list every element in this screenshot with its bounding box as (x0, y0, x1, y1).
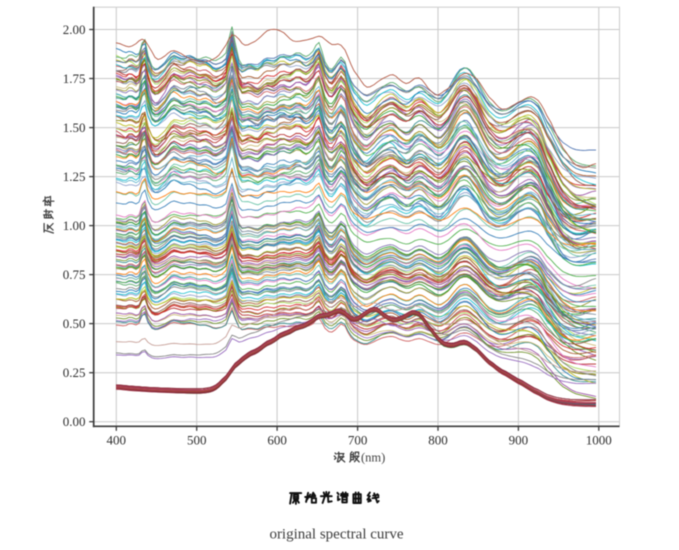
svg-text:1000: 1000 (586, 433, 612, 448)
svg-text:400: 400 (107, 433, 127, 448)
svg-text:original spectral curve: original spectral curve (269, 527, 403, 543)
svg-text:700: 700 (348, 433, 368, 448)
svg-text:800: 800 (428, 433, 448, 448)
svg-text:1.25: 1.25 (63, 169, 86, 184)
svg-text:(nm): (nm) (361, 451, 385, 465)
svg-text:600: 600 (267, 433, 287, 448)
svg-text:0.75: 0.75 (63, 267, 86, 282)
svg-text:1.00: 1.00 (63, 218, 86, 233)
svg-text:0.50: 0.50 (63, 316, 86, 331)
svg-text:1.75: 1.75 (63, 71, 86, 86)
svg-text:0.25: 0.25 (63, 365, 86, 380)
svg-text:900: 900 (509, 433, 529, 448)
svg-text:2.00: 2.00 (63, 22, 86, 37)
svg-text:500: 500 (187, 433, 207, 448)
svg-text:0.00: 0.00 (63, 414, 86, 429)
svg-text:1.50: 1.50 (63, 120, 86, 135)
